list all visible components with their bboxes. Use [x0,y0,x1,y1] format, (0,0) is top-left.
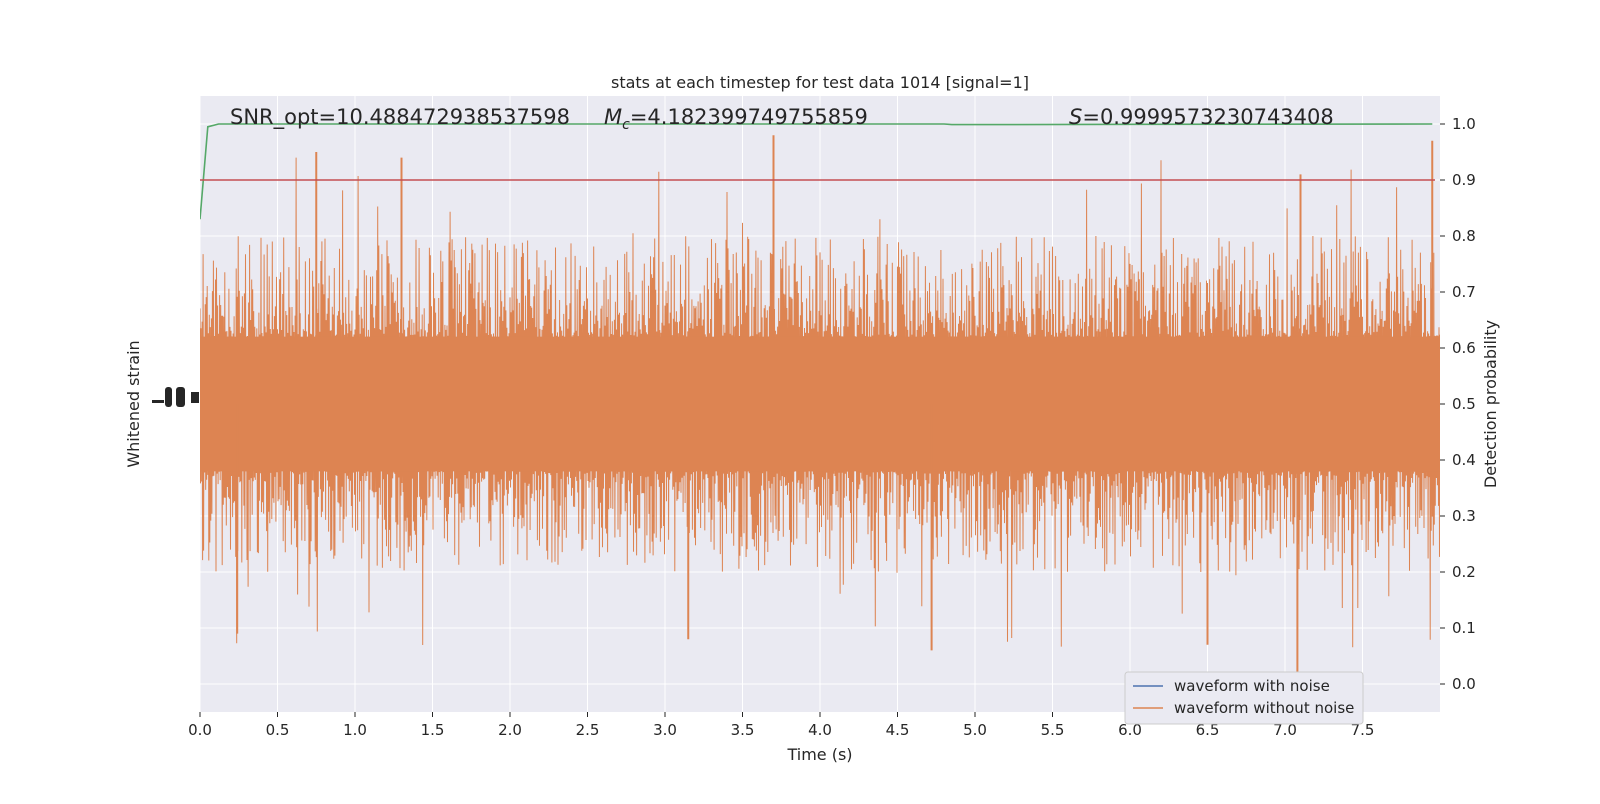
y-tick-label: 0.6 [1452,339,1476,357]
x-tick-label: 4.0 [808,721,832,739]
legend: waveform with noise waveform without noi… [1124,671,1364,725]
y-tick-label: 0.5 [1452,395,1476,413]
y-tick-label: 0.9 [1452,171,1476,189]
x-tick-label: 3.5 [731,721,755,739]
x-tick-label: 0.5 [266,721,290,739]
s-value: =0.9999573230743408 [1082,105,1333,129]
x-tick-label: 1.5 [421,721,445,739]
x-tick-label: 7.5 [1351,721,1375,739]
left-tick-mark [165,387,172,407]
x-tick-label: 2.5 [576,721,600,739]
y-tick-label: 0.0 [1452,675,1476,693]
series-waveform-without-noise [200,157,1440,648]
x-tick-label: 3.0 [653,721,677,739]
chart-title: stats at each timestep for test data 101… [611,73,1029,92]
y-tick-label: 0.7 [1452,283,1476,301]
y-tick-label: 0.8 [1452,227,1476,245]
chirp-mass-symbol: M [604,105,622,129]
y-tick-label: 1.0 [1452,115,1476,133]
x-tick-label: 0.0 [188,721,212,739]
x-tick-label: 2.0 [498,721,522,739]
y-axis-label-left: Whitened strain [124,340,143,467]
x-tick-label: 1.0 [343,721,367,739]
left-tick-mark [152,400,164,403]
x-axis-label: Time (s) [786,745,852,764]
data-layer [200,123,1440,673]
y-right-axis-ticks: 0.0 0.1 0.2 0.3 0.4 0.5 0.6 0.7 0.8 0.9 1.0 [1440,115,1476,693]
y-tick-label: 0.3 [1452,507,1476,525]
y-tick-label: 0.4 [1452,451,1476,469]
s-annotation: S=0.9999573230743408 [1069,105,1334,129]
y-tick-label: 0.1 [1452,619,1476,637]
legend-label-noise: waveform with noise [1174,677,1330,695]
x-tick-label: 6.0 [1118,721,1142,739]
chirp-mass-value: =4.182399749755859 [630,105,868,129]
legend-label-clean: waveform without noise [1174,699,1354,717]
x-tick-label: 6.5 [1196,721,1220,739]
series-detection-probability [200,123,1433,220]
x-tick-label: 5.0 [963,721,987,739]
x-axis-ticks: 0.0 0.5 1.0 1.5 2.0 2.5 3.0 3.5 4.0 4.5 5.0 5.5 6.0 6… [188,712,1374,739]
x-tick-label: 7.0 [1273,721,1297,739]
snr-annotation: SNR_opt=10.488472938537598 [230,105,570,130]
chirp-mass-subscript: c [622,117,630,133]
left-tick-mark [176,387,185,407]
y-tick-label: 0.2 [1452,563,1476,581]
left-tick-mark [191,392,199,403]
series-noise-band [200,336,1440,472]
s-symbol: S [1069,105,1082,129]
x-tick-label: 5.5 [1041,721,1065,739]
chirp-mass-annotation: Mc=4.182399749755859 [604,105,868,133]
y-axis-label-right: Detection probability [1481,320,1500,488]
x-tick-label: 4.5 [886,721,910,739]
left-axis-ticks-cluster [152,387,199,407]
legend-box [1124,671,1364,725]
